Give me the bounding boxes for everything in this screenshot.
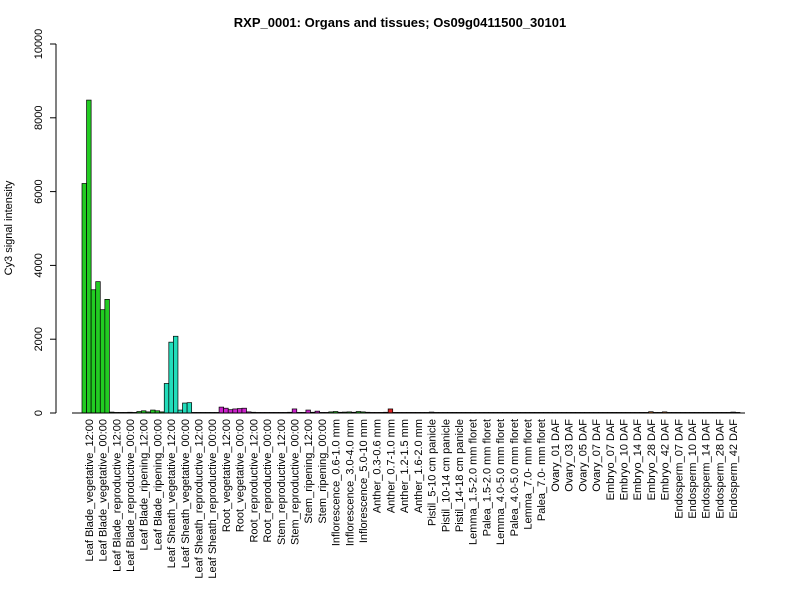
bar	[99, 309, 106, 414]
y-axis: 0 2000 4000 6000 8000 10000	[33, 29, 57, 416]
x-tick-label: Leaf Sheath_vegetative_00:00	[180, 419, 192, 568]
x-tick-label: Palea_4.0-5.0 mm floret	[509, 419, 521, 536]
y-tick-label: 8000	[33, 106, 45, 130]
y-tick-label: 4000	[33, 253, 45, 277]
x-tick-label: Lemma_1.5-2.0 mm floret	[468, 419, 480, 545]
y-tick-label: 2000	[33, 327, 45, 351]
x-tick-label: Stem_reproductive_12:00	[276, 419, 288, 545]
x-tick-label: Stem_ripening_12:00	[303, 419, 315, 524]
bar	[237, 408, 243, 414]
x-tick-label: Root_reproductive_00:00	[262, 419, 274, 543]
bar	[182, 402, 188, 414]
x-tick-label: Embryo_28 DAF	[646, 419, 658, 501]
x-tick-label: Root_vegetative_00:00	[235, 419, 247, 532]
x-tick-label: Anther_1.2-1.5 mm	[399, 419, 411, 513]
x-tick-label: Inflorescence_0.6-1.0 mm	[331, 419, 343, 546]
y-tick-label: 0	[33, 410, 45, 416]
x-tick-label: Inflorescence_5.0-10 mm	[358, 419, 370, 543]
x-tick-label: Embryo_14 DAF	[632, 419, 644, 501]
x-tick-label: Endosperm_42 DAF	[728, 419, 740, 519]
x-tick-label: Ovary_05 DAF	[577, 419, 589, 492]
x-tick-label: Leaf Blade_ripening_12:00	[139, 419, 151, 551]
x-tick-label: Ovary_01 DAF	[550, 419, 562, 492]
x-tick-label: Ovary_07 DAF	[591, 419, 603, 492]
bar	[95, 281, 101, 414]
x-tick-label: Pistil_5-10 cm panicle	[427, 419, 439, 526]
y-axis-label: Cy3 signal intensity	[3, 180, 15, 275]
x-tick-label: Embryo_10 DAF	[618, 419, 630, 501]
x-tick-label: Stem_reproductive_00:00	[289, 419, 301, 545]
bar	[90, 289, 97, 414]
bar	[86, 99, 92, 414]
x-tick-label: Endosperm_07 DAF	[673, 419, 685, 519]
bar	[163, 383, 170, 414]
bar	[168, 341, 174, 414]
bar	[223, 407, 229, 414]
x-tick-label: Endosperm_10 DAF	[687, 419, 699, 519]
bar	[241, 407, 247, 414]
bar	[291, 408, 298, 414]
x-tick-label: Leaf Blade_vegetative_00:00	[98, 419, 110, 562]
x-tick-label: Embryo_42 DAF	[660, 419, 672, 501]
x-tick-label: Leaf Sheath_reproductive_12:00	[194, 419, 206, 579]
x-tick-label: Lemma_7.0- mm floret	[523, 419, 535, 530]
x-tick-label: Stem_ripening_00:00	[317, 419, 329, 524]
bar	[218, 406, 225, 414]
chart-title: RXP_0001: Organs and tissues; Os09g04115…	[234, 15, 566, 30]
y-tick-label: 6000	[33, 179, 45, 203]
x-tick-label: Leaf Sheath_vegetative_12:00	[166, 419, 178, 568]
x-tick-labels: Leaf Blade_vegetative_12:00 Leaf Blade_ve…	[84, 419, 740, 579]
x-tick-label: Endosperm_28 DAF	[714, 419, 726, 519]
x-tick-label: Ovary_03 DAF	[564, 419, 576, 492]
x-tick-label: Palea_1.5-2.0 mm floret	[481, 419, 493, 536]
x-tick-label: Lemma_4.0-5.0 mm floret	[495, 419, 507, 545]
x-tick-label: Pistil_10-14 cm panicle	[440, 419, 452, 532]
bar	[387, 408, 394, 414]
bar	[186, 402, 193, 414]
x-tick-label: Leaf Blade_reproductive_12:00	[111, 419, 123, 572]
x-tick-label: Endosperm_14 DAF	[701, 419, 713, 519]
x-tick-label: Leaf Sheath_reproductive_00:00	[207, 419, 219, 579]
y-tick-label: 10000	[33, 29, 45, 60]
bar	[232, 408, 238, 414]
x-tick-label: Embryo_07 DAF	[605, 419, 617, 501]
x-tick-label: Leaf Blade_ripening_00:00	[152, 419, 164, 551]
x-tick-label: Palea_7.0- mm floret	[536, 419, 548, 521]
x-tick-label: Leaf Blade_vegetative_12:00	[84, 419, 96, 562]
x-tick-label: Root_reproductive_12:00	[248, 419, 260, 543]
bar	[81, 183, 87, 414]
x-tick-label: Anther_1.6-2.0 mm	[413, 419, 425, 513]
x-tick-label: Root_vegetative_12:00	[221, 419, 233, 532]
bars	[81, 99, 741, 414]
x-tick-label: Anther_0.7-1.0 mm	[385, 419, 397, 513]
bar	[104, 299, 110, 414]
x-tick-label: Inflorescence_3.0-4.0 mm	[344, 419, 356, 546]
x-tick-label: Anther_0.3-0.6 mm	[372, 419, 384, 513]
bar	[173, 335, 179, 414]
x-tick-label: Leaf Blade_reproductive_00:00	[125, 419, 137, 572]
x-tick-label: Pistil_14-18 cm panicle	[454, 419, 466, 532]
